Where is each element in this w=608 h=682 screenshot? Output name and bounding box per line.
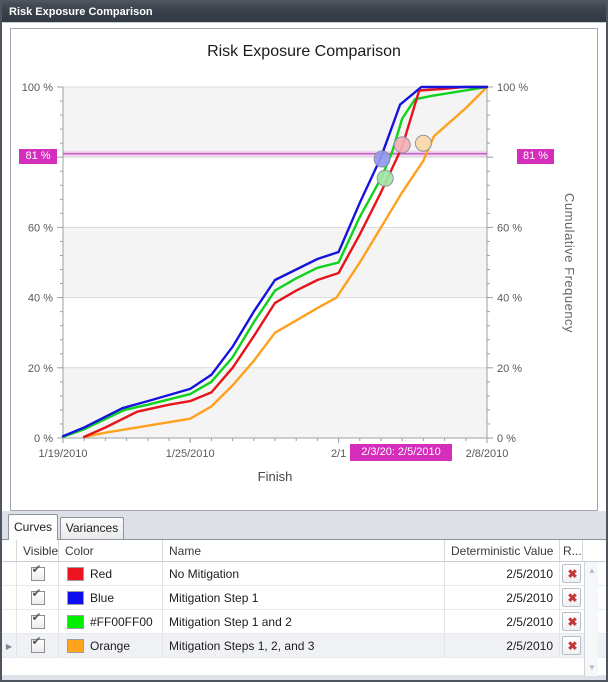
- remove-x-icon: ✖: [567, 591, 578, 605]
- chart-canvas: 0 % 0 % 20 % 20 % 40 % 40 % 60 % 60 % 100 % 100 %…: [11, 29, 597, 504]
- curve-name: Mitigation Steps 1, 2, and 3: [163, 634, 445, 658]
- table-row[interactable]: ✔ #FF00FF00 Mitigation Step 1 and 2 2/5/201…: [2, 610, 606, 634]
- color-cell: #FF00FF00: [59, 610, 163, 634]
- threshold-label-left[interactable]: 81 %: [19, 149, 57, 164]
- color-swatch[interactable]: [67, 591, 84, 605]
- color-swatch[interactable]: [67, 639, 84, 653]
- header-color[interactable]: Color: [59, 540, 163, 562]
- grid-header: Visible Color Name Deterministic Value R…: [2, 540, 606, 562]
- curve-name: Mitigation Step 1 and 2: [163, 610, 445, 634]
- remove-x-icon: ✖: [567, 615, 578, 629]
- scroll-up-icon[interactable]: ▲: [588, 566, 596, 575]
- remove-x-icon: ✖: [567, 639, 578, 653]
- svg-text:1/25/2010: 1/25/2010: [166, 448, 215, 460]
- chart-panel: 0 % 0 % 20 % 20 % 40 % 40 % 60 % 60 % 100 % 100 %…: [10, 28, 598, 511]
- header-visible[interactable]: Visible: [17, 540, 59, 562]
- visible-checkbox[interactable]: ✔: [30, 634, 45, 653]
- tab-curves[interactable]: Curves: [8, 514, 58, 540]
- check-icon: ✔: [31, 586, 42, 600]
- header-name[interactable]: Name: [163, 540, 445, 562]
- threshold-label-right[interactable]: 81 %: [517, 149, 554, 164]
- remove-button[interactable]: ✖: [562, 612, 581, 631]
- x-axis-title: Finish: [257, 469, 293, 484]
- tab-variances[interactable]: Variances: [60, 517, 124, 540]
- visible-cell: ✔: [17, 586, 59, 610]
- color-swatch[interactable]: [67, 615, 84, 629]
- vertical-scrollbar[interactable]: ▲ ▼: [584, 562, 598, 676]
- color-swatch[interactable]: [67, 567, 84, 581]
- visible-checkbox[interactable]: ✔: [30, 610, 45, 629]
- remove-cell: ✖: [560, 586, 583, 610]
- svg-text:20 %: 20 %: [28, 363, 53, 375]
- remove-button[interactable]: ✖: [562, 588, 581, 607]
- color-cell: Blue: [59, 586, 163, 610]
- visible-cell: ✔: [17, 562, 59, 586]
- curve-name: Mitigation Step 1: [163, 586, 445, 610]
- visible-cell: ✔: [17, 634, 59, 658]
- header-deterministic-value[interactable]: Deterministic Value: [445, 540, 560, 562]
- curves-grid: Visible Color Name Deterministic Value R…: [2, 539, 606, 676]
- deterministic-value: 2/5/2010: [445, 562, 560, 586]
- remove-button[interactable]: ✖: [562, 636, 581, 655]
- window-title: Risk Exposure Comparison: [9, 6, 153, 18]
- svg-text:60 %: 60 %: [28, 222, 53, 234]
- remove-button[interactable]: ✖: [562, 564, 581, 583]
- table-row[interactable]: ✔ Blue Mitigation Step 1 2/5/2010 ✖: [2, 586, 606, 610]
- color-label: #FF00FF00: [90, 615, 153, 629]
- visible-cell: ✔: [17, 610, 59, 634]
- remove-x-icon: ✖: [567, 567, 578, 581]
- y-axis-title: Cumulative Frequency: [562, 192, 577, 334]
- remove-cell: ✖: [560, 562, 583, 586]
- table-row[interactable]: ✔ Red No Mitigation 2/5/2010 ✖: [2, 562, 606, 586]
- deterministic-value: 2/5/2010: [445, 610, 560, 634]
- check-icon: ✔: [31, 562, 42, 576]
- svg-text:20 %: 20 %: [497, 363, 522, 375]
- svg-text:1/19/2010: 1/19/2010: [39, 448, 88, 460]
- color-label: Orange: [90, 639, 131, 653]
- check-icon: ✔: [31, 610, 42, 624]
- check-icon: ✔: [31, 634, 42, 648]
- header-remove[interactable]: R...: [560, 540, 583, 562]
- svg-text:2/8/2010: 2/8/2010: [466, 448, 509, 460]
- color-cell: Orange: [59, 634, 163, 658]
- tab-variances-label: Variances: [65, 521, 119, 535]
- bottom-panel: Curves Variances Visible Color Name Dete…: [2, 511, 606, 680]
- date-callout[interactable]: 2/3/20: 2/5/2010: [350, 444, 452, 461]
- remove-cell: ✖: [560, 610, 583, 634]
- chart-title: Risk Exposure Comparison: [207, 43, 401, 60]
- row-indicator: [2, 610, 17, 634]
- svg-text:60 %: 60 %: [497, 222, 522, 234]
- svg-text:0 %: 0 %: [497, 433, 516, 445]
- visible-checkbox[interactable]: ✔: [30, 562, 45, 581]
- tab-curves-label: Curves: [13, 520, 52, 534]
- table-row[interactable]: ▶ ✔ Orange Mitigation Steps 1, 2, and 3 2/5/…: [2, 634, 606, 658]
- deterministic-value: 2/5/2010: [445, 586, 560, 610]
- deterministic-value: 2/5/2010: [445, 634, 560, 658]
- row-indicator: [2, 562, 17, 586]
- scroll-down-icon[interactable]: ▼: [588, 663, 596, 672]
- grid-rows: ✔ Red No Mitigation 2/5/2010 ✖ ✔ Blue Mitigatio…: [2, 562, 606, 658]
- svg-text:2/1: 2/1: [331, 448, 346, 460]
- svg-text:0 %: 0 %: [34, 433, 53, 445]
- svg-text:40 %: 40 %: [497, 293, 522, 305]
- visible-checkbox[interactable]: ✔: [30, 586, 45, 605]
- svg-text:100 %: 100 %: [22, 82, 53, 94]
- row-indicator: ▶: [2, 634, 17, 658]
- header-indicator: [2, 540, 17, 562]
- remove-cell: ✖: [560, 634, 583, 658]
- color-cell: Red: [59, 562, 163, 586]
- window-titlebar[interactable]: Risk Exposure Comparison: [2, 2, 606, 23]
- curve-name: No Mitigation: [163, 562, 445, 586]
- row-indicator: [2, 586, 17, 610]
- color-label: Red: [90, 567, 113, 581]
- svg-text:100 %: 100 %: [497, 82, 528, 94]
- color-label: Blue: [90, 591, 115, 605]
- svg-text:40 %: 40 %: [28, 293, 53, 305]
